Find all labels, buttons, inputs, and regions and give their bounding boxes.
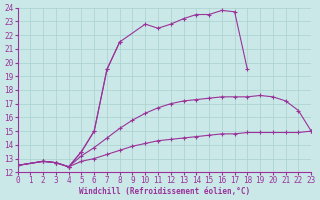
X-axis label: Windchill (Refroidissement éolien,°C): Windchill (Refroidissement éolien,°C) xyxy=(79,187,250,196)
